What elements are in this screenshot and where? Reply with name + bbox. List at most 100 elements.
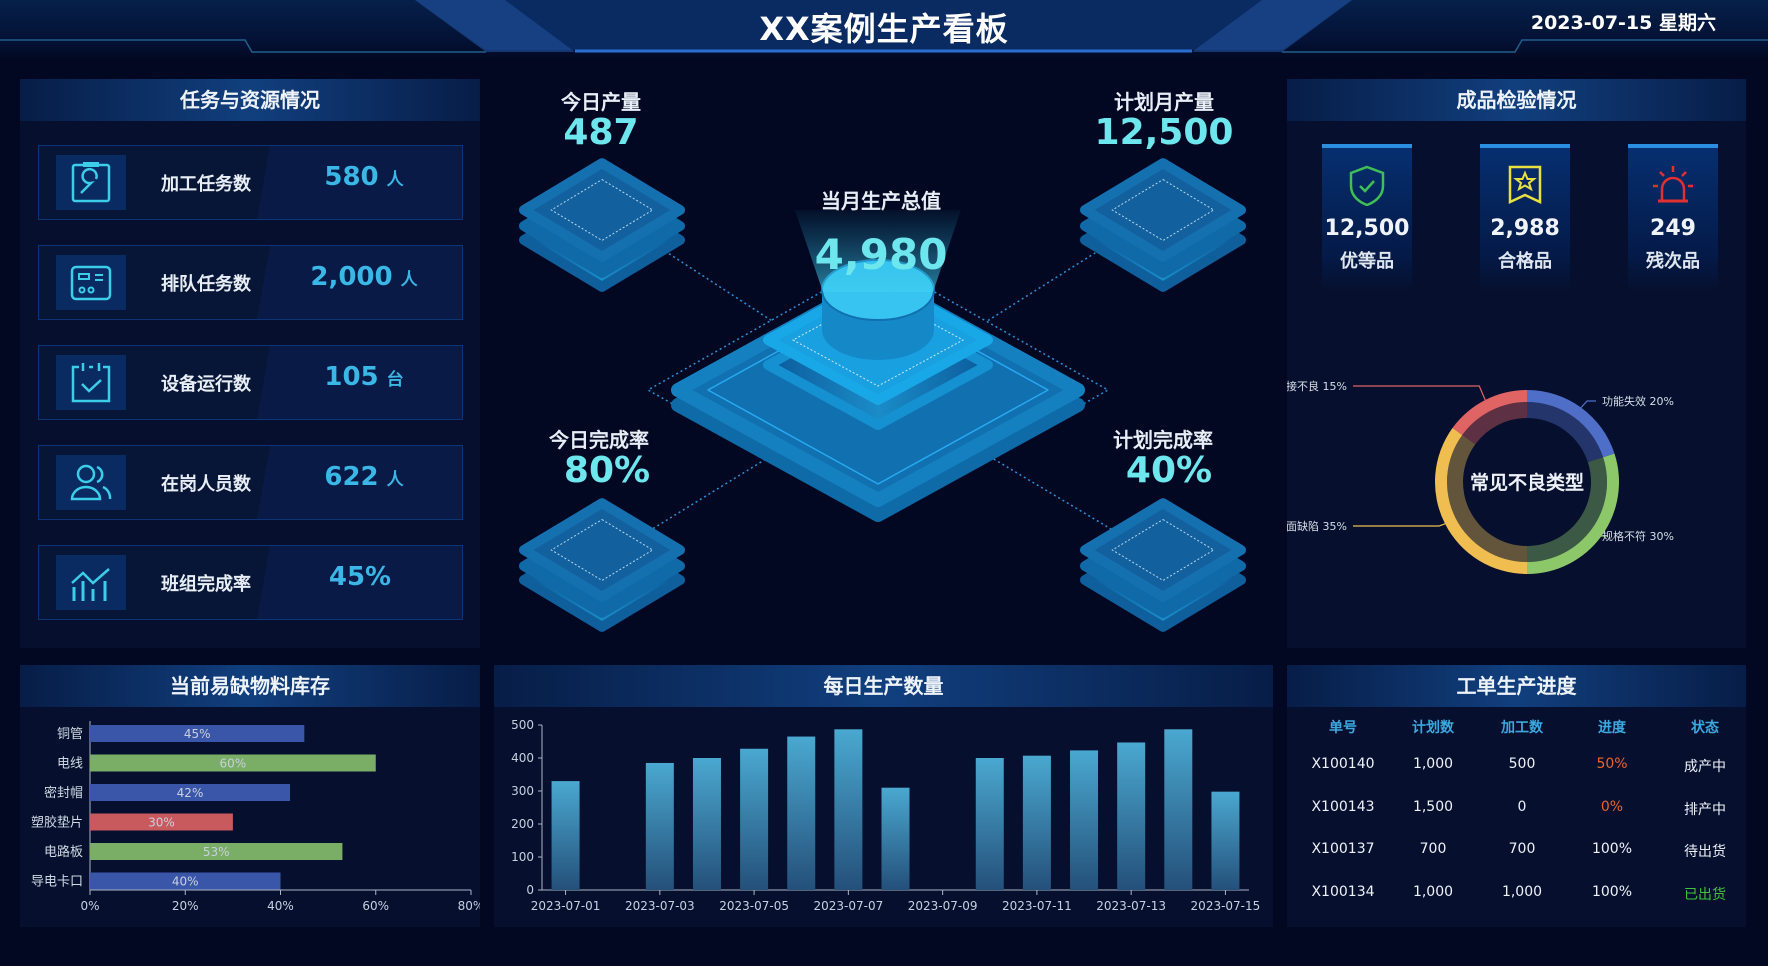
cube-plan-rate [1080, 498, 1246, 632]
y-tick-label: 0 [526, 883, 534, 897]
table-cell: 1,000 [1501, 883, 1543, 900]
daily-bar [1070, 750, 1099, 890]
table-cell: X100143 [1311, 798, 1375, 815]
bar-chart-trend-icon [56, 555, 126, 610]
daily-bar [1022, 755, 1051, 890]
pedestal-dashed [791, 293, 965, 387]
inspection-badge: 249 残次品 [1628, 144, 1718, 291]
bar-value-label: 45% [184, 727, 211, 741]
column-header: 进度 [1598, 720, 1626, 736]
daily-bar [692, 758, 721, 890]
daily-bar [1211, 791, 1240, 890]
donut-label: 表面缺陷 35% [1287, 519, 1347, 533]
stat-label: 设备运行数 [161, 374, 251, 395]
stat-unit: 台 [386, 370, 404, 390]
cube-today-output [519, 158, 685, 292]
daily-bar [645, 762, 674, 890]
material-bar [90, 843, 343, 860]
x-tick-label: 2023-07-09 [908, 899, 978, 913]
category-label: 塑胶垫片 [31, 815, 83, 831]
orders-panel: 工单生产进度 单号 计划数 加工数 进度 状态 X100140 1,000 500 50% 成产中… [1287, 665, 1746, 927]
today-rate-value: 80% [563, 450, 651, 491]
bar-value-label: 60% [220, 757, 247, 771]
inspection-badge: 2,988 合格品 [1480, 144, 1570, 291]
category-label: 铜管 [57, 727, 83, 742]
cube-top [1080, 158, 1246, 262]
material-bar [90, 754, 376, 772]
table-cell: 1,000 [1412, 883, 1454, 900]
label-leader-line [1353, 385, 1486, 401]
donut-center-title: 常见不良类型 [1470, 471, 1584, 494]
panel-title: 任务与资源情况 [20, 79, 480, 121]
panel-title: 工单生产进度 [1287, 665, 1746, 707]
alarm-light-icon [1628, 164, 1718, 206]
category-label: 电线 [57, 757, 83, 772]
daily-bar [740, 748, 769, 890]
cube-inner-dashed [1111, 178, 1215, 242]
today-output-label: 今日产量 [561, 90, 641, 114]
bar-value-label: 40% [172, 875, 199, 889]
shield-check-icon [1322, 164, 1412, 206]
stat-row: 班组完成率 45% [38, 545, 463, 620]
table-cell: 1,000 [1412, 756, 1454, 772]
daily-bar [834, 729, 863, 890]
panel-title: 成品检验情况 [1287, 79, 1746, 121]
table-cell: X100134 [1311, 883, 1375, 900]
inspection-badge: 12,500 优等品 [1322, 144, 1412, 291]
x-tick-label: 2023-07-11 [1002, 899, 1072, 913]
table-cell: 排产中 [1684, 801, 1726, 818]
task-resource-panel: 任务与资源情况 加工任务数 580 人 排队任务数 2,000 人 设备运行数 10… [20, 79, 480, 648]
donut-slice-inner [1462, 402, 1527, 445]
x-tick-label: 80% [458, 899, 480, 913]
daily-bar [1164, 729, 1193, 890]
stat-number: 2,000 [310, 262, 393, 292]
stat-row: 设备运行数 105 台 [38, 345, 463, 420]
table-cell: 700 [1508, 841, 1536, 857]
production-isometric-graphic [519, 158, 1246, 632]
stat-number: 622 [324, 462, 379, 492]
daily-bar [551, 781, 580, 890]
panel-title: 每日生产数量 [494, 665, 1273, 707]
stat-row: 加工任务数 580 人 [38, 145, 463, 220]
donut-slice [1527, 453, 1619, 574]
table-cell: 700 [1419, 841, 1447, 857]
header: XX案例生产看板 2023-07-15 星期六 [0, 0, 1768, 60]
stat-number: 45% [328, 562, 392, 592]
plan-month-output-label: 计划月产量 [1114, 90, 1214, 114]
bar-value-label: 30% [148, 816, 175, 830]
x-tick-label: 2023-07-15 [1191, 899, 1261, 913]
plan-rate-label: 计划完成率 [1113, 428, 1213, 452]
material-bar [90, 872, 281, 890]
cube-plan-month-output [1080, 158, 1246, 292]
column-header: 单号 [1329, 720, 1357, 736]
date-display: 2023-07-15 星期六 [1530, 12, 1716, 34]
stat-value: 580 人 [294, 162, 434, 192]
bookmark-star-icon [1480, 164, 1570, 206]
header-decoration [0, 0, 1768, 53]
calendar-check-icon [56, 355, 126, 410]
cube-top [1080, 498, 1246, 602]
x-tick-label: 2023-07-07 [813, 899, 883, 913]
table-cell: 已出货 [1684, 886, 1726, 903]
stat-unit: 人 [386, 470, 404, 490]
cube-top [519, 498, 685, 602]
stat-label: 加工任务数 [161, 174, 251, 195]
clipboard-wrench-icon [56, 155, 126, 210]
stat-row: 排队任务数 2,000 人 [38, 245, 463, 320]
x-tick-label: 2023-07-01 [531, 899, 601, 913]
donut-slice-inner [1527, 402, 1604, 463]
x-tick-label: 2023-07-05 [719, 899, 789, 913]
defect-type-donut-chart: 功能失效 20% 规格不符 30% 表面缺陷 35% 衔接不良 15% 常见不良类型 [1287, 379, 1674, 574]
today-output-value: 487 [563, 112, 639, 153]
x-tick-label: 2023-07-03 [625, 899, 695, 913]
month-total-value: 4,980 [814, 230, 948, 279]
badge-label: 合格品 [1498, 251, 1552, 272]
badge-label: 优等品 [1340, 251, 1394, 272]
table-cell: X100140 [1311, 756, 1375, 772]
cube-inner-dashed [550, 178, 654, 242]
cube-inner-dashed [1111, 518, 1215, 582]
equipment-panel-icon [56, 255, 126, 310]
x-tick-label: 20% [172, 899, 199, 913]
material-bar [90, 813, 233, 831]
donut-slice [1527, 390, 1615, 458]
